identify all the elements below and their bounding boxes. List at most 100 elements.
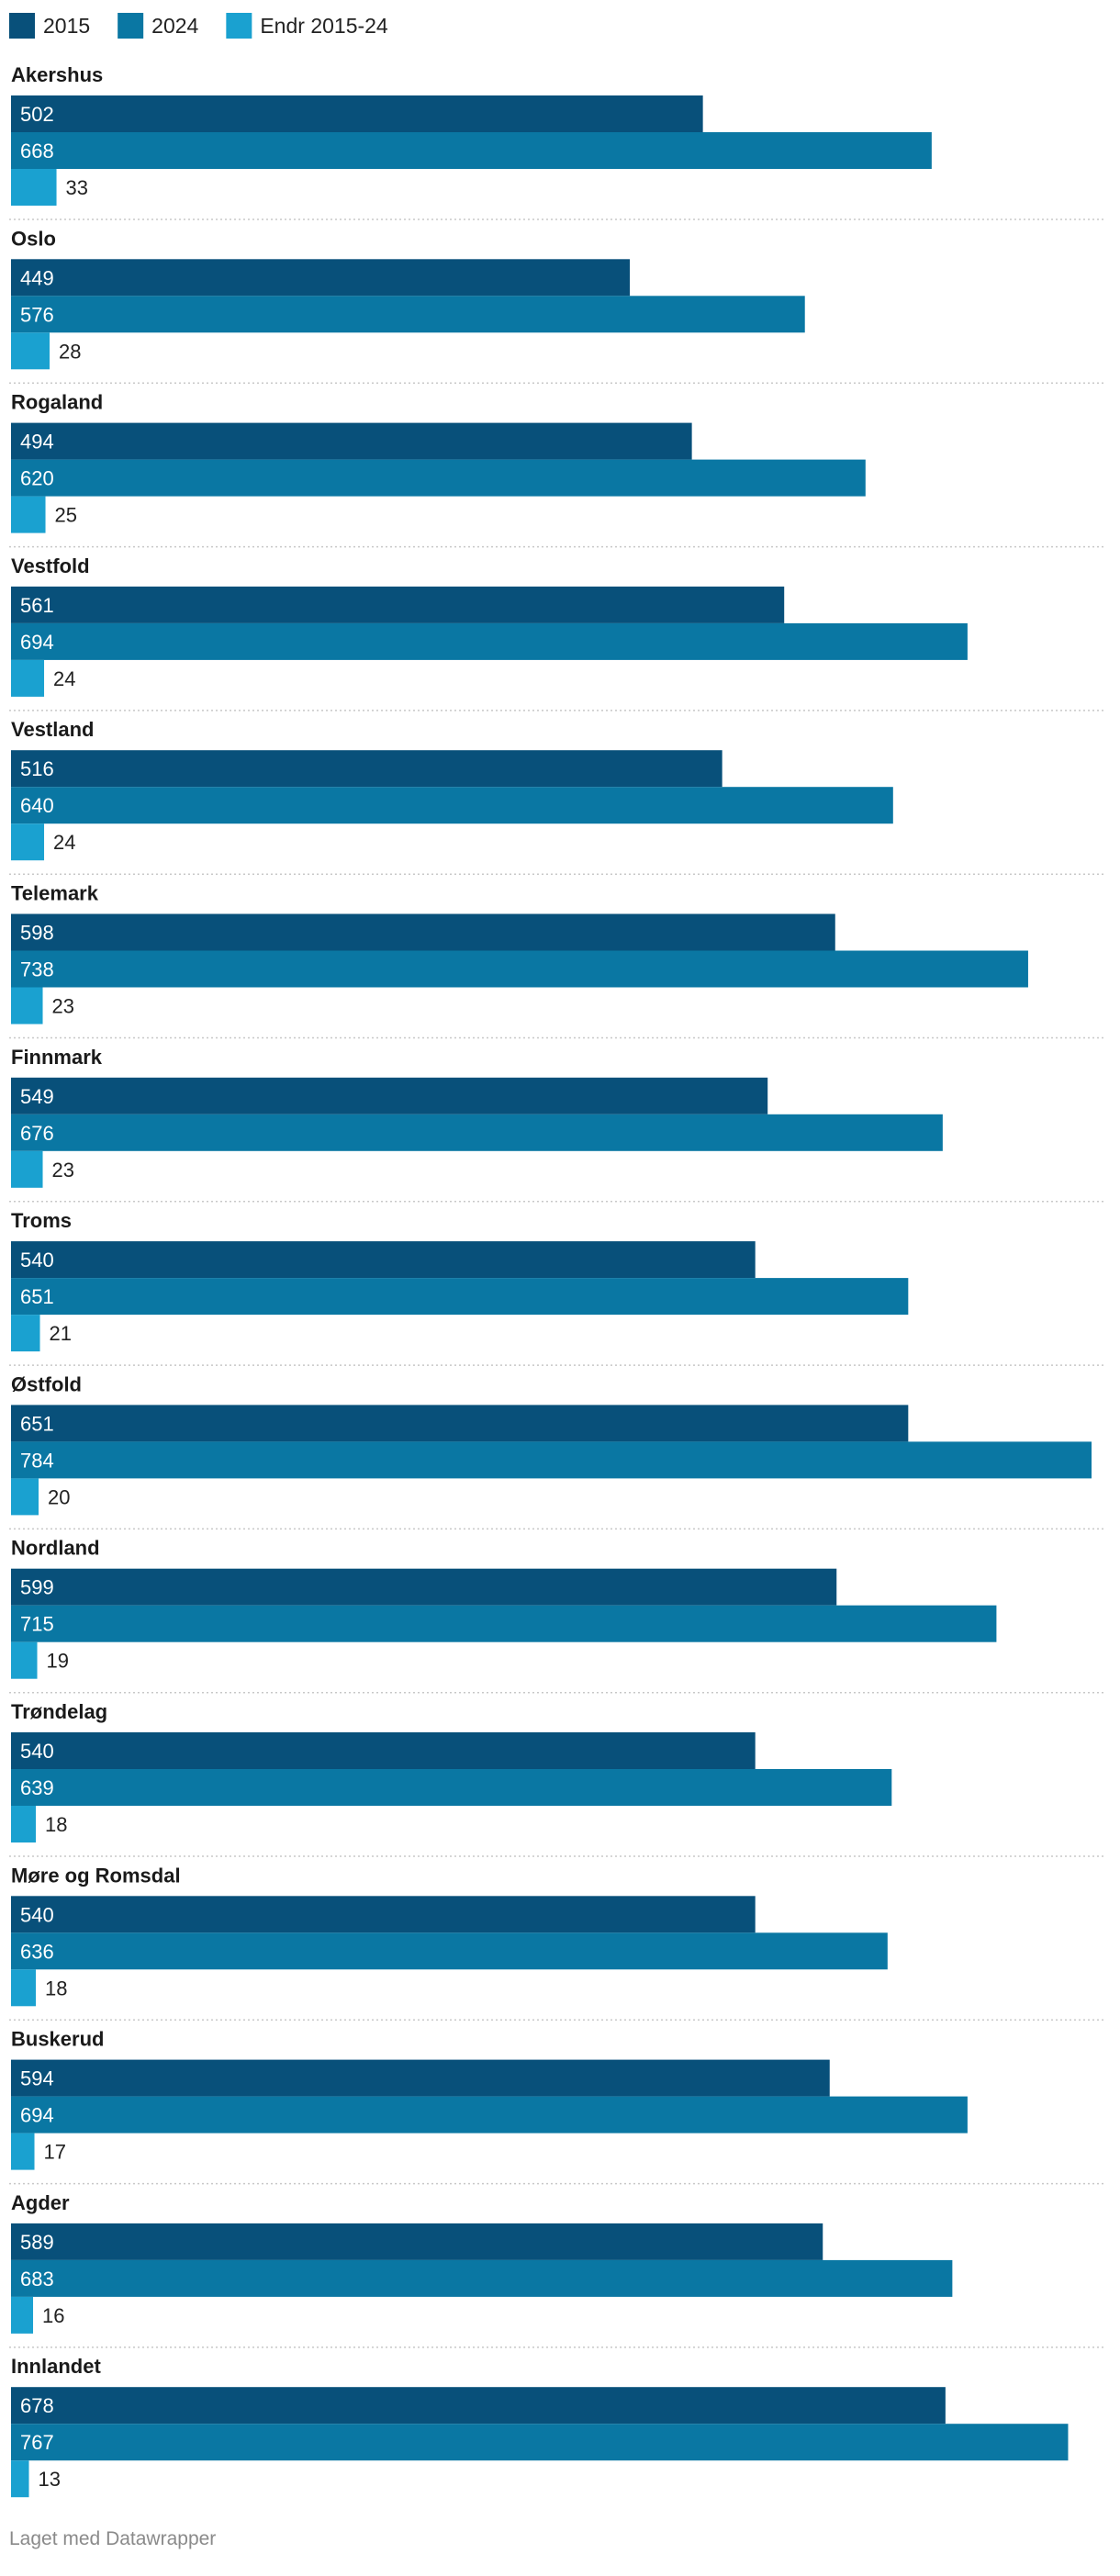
bar-rogaland-endr-2015-24 [11, 496, 46, 533]
data-label-trondelag-2024: 639 [20, 1776, 54, 1799]
bar-agder-endr-2015-24 [11, 2296, 34, 2334]
data-label-vestfold-2015: 561 [20, 594, 54, 617]
legend-swatch-2015 [9, 13, 35, 39]
bar-vestfold-2015 [11, 586, 785, 623]
data-label-agder-endr-2015-24: 16 [42, 2304, 64, 2327]
category-label-agder: Agder [11, 2191, 70, 2214]
footer-credit[interactable]: Laget med Datawrapper [9, 2528, 216, 2549]
bar-trondelag-endr-2015-24 [11, 1806, 37, 1842]
category-label-trondelag: Trøndelag [11, 1700, 107, 1723]
bar-buskerud-2024 [11, 2096, 968, 2134]
data-label-vestland-2015: 516 [20, 757, 54, 780]
bar-group-telemark: Telemark 598 738 23 [9, 882, 1103, 1039]
data-label-trondelag-endr-2015-24: 18 [45, 1813, 67, 1836]
data-label-oslo-2015: 449 [20, 266, 54, 289]
bar-finnmark-2015 [11, 1077, 768, 1114]
data-label-innlandet-2024: 767 [20, 2431, 54, 2454]
bar-finnmark-2024 [11, 1114, 943, 1151]
data-label-ostfold-2024: 784 [20, 1449, 54, 1472]
bar-vestland-2015 [11, 750, 722, 788]
bar-group-finnmark: Finnmark 549 676 23 [9, 1046, 1103, 1203]
data-label-more-og-romsdal-2015: 540 [20, 1903, 54, 1926]
bar-more-og-romsdal-endr-2015-24 [11, 1969, 37, 2007]
bar-ostfold-2024 [11, 1441, 1092, 1479]
bar-more-og-romsdal-2024 [11, 1932, 888, 1970]
bar-akershus-endr-2015-24 [11, 169, 57, 206]
data-label-vestfold-endr-2015-24: 24 [53, 667, 75, 690]
bar-innlandet-endr-2015-24 [11, 2460, 29, 2498]
bar-group-nordland: Nordland 599 715 19 [9, 1537, 1103, 1694]
data-label-more-og-romsdal-2024: 636 [20, 1940, 54, 1963]
bar-troms-2015 [11, 1241, 756, 1279]
bar-ostfold-2015 [11, 1405, 909, 1442]
bar-oslo-endr-2015-24 [11, 332, 50, 370]
bar-troms-endr-2015-24 [11, 1315, 40, 1352]
bar-group-more-og-romsdal: Møre og Romsdal 540 636 18 [9, 1864, 1103, 2022]
data-label-nordland-2024: 715 [20, 1613, 54, 1636]
legend-item-endr-2015-24: Endr 2015-24 [226, 13, 388, 39]
category-label-nordland: Nordland [11, 1537, 100, 1560]
data-label-akershus-endr-2015-24: 33 [66, 176, 88, 199]
legend-label-endr-2015-24: Endr 2015-24 [260, 14, 388, 38]
bar-vestland-endr-2015-24 [11, 823, 45, 861]
legend-label-2024: 2024 [151, 14, 198, 38]
bar-group-ostfold: Østfold 651 784 20 [9, 1372, 1103, 1530]
bar-group-trondelag: Trøndelag 540 639 18 [9, 1700, 1103, 1857]
data-label-finnmark-endr-2015-24: 23 [52, 1159, 74, 1182]
legend-swatch-endr-2015-24 [226, 13, 252, 39]
data-label-troms-2024: 651 [20, 1285, 54, 1308]
bar-telemark-2024 [11, 950, 1028, 988]
bar-innlandet-2015 [11, 2387, 946, 2425]
category-label-vestland: Vestland [11, 718, 94, 741]
data-label-telemark-2015: 598 [20, 922, 54, 945]
bar-vestland-2024 [11, 787, 893, 824]
category-label-ostfold: Østfold [11, 1372, 82, 1395]
data-label-innlandet-2015: 678 [20, 2394, 54, 2417]
bar-group-agder: Agder 589 683 16 [9, 2191, 1103, 2348]
data-label-buskerud-endr-2015-24: 17 [44, 2141, 66, 2164]
data-label-rogaland-2024: 620 [20, 467, 54, 490]
category-label-rogaland: Rogaland [11, 391, 103, 414]
legend-item-2015: 2015 [9, 13, 90, 39]
data-label-telemark-endr-2015-24: 23 [52, 995, 74, 1018]
bar-oslo-2024 [11, 296, 805, 333]
bar-oslo-2015 [11, 259, 631, 297]
bar-telemark-2015 [11, 913, 835, 951]
data-label-rogaland-endr-2015-24: 25 [55, 504, 77, 527]
bar-buskerud-2015 [11, 2059, 830, 2097]
bar-akershus-2024 [11, 132, 932, 169]
data-label-telemark-2024: 738 [20, 958, 54, 981]
category-label-more-og-romsdal: Møre og Romsdal [11, 1864, 181, 1887]
bar-buskerud-endr-2015-24 [11, 2133, 35, 2170]
bar-finnmark-endr-2015-24 [11, 1150, 43, 1188]
category-label-troms: Troms [11, 1209, 72, 1232]
data-label-nordland-endr-2015-24: 19 [47, 1650, 69, 1673]
legend-label-2015: 2015 [43, 14, 90, 38]
bar-nordland-endr-2015-24 [11, 1641, 38, 1679]
legend-swatch-2024 [118, 13, 144, 39]
bar-ostfold-endr-2015-24 [11, 1478, 39, 1516]
category-label-telemark: Telemark [11, 882, 99, 905]
data-label-troms-2015: 540 [20, 1249, 54, 1271]
data-label-oslo-endr-2015-24: 28 [59, 340, 81, 363]
category-label-oslo: Oslo [11, 227, 56, 250]
bar-group-innlandet: Innlandet 678 767 13 [11, 2355, 1069, 2498]
bar-telemark-endr-2015-24 [11, 987, 43, 1025]
bar-trondelag-2024 [11, 1769, 892, 1806]
data-label-akershus-2015: 502 [20, 103, 54, 126]
bar-agder-2024 [11, 2259, 953, 2297]
bar-vestfold-endr-2015-24 [11, 659, 45, 697]
data-label-rogaland-2015: 494 [20, 431, 54, 454]
category-label-innlandet: Innlandet [11, 2355, 101, 2378]
category-label-vestfold: Vestfold [11, 554, 90, 577]
bar-agder-2015 [11, 2223, 823, 2260]
data-label-finnmark-2024: 676 [20, 1122, 54, 1145]
data-label-buskerud-2015: 594 [20, 2067, 54, 2090]
bar-rogaland-2015 [11, 422, 692, 460]
bar-akershus-2015 [11, 95, 703, 132]
bar-group-troms: Troms 540 651 21 [9, 1209, 1103, 1366]
bar-rogaland-2024 [11, 459, 866, 497]
category-label-finnmark: Finnmark [11, 1046, 103, 1069]
data-label-innlandet-endr-2015-24: 13 [39, 2468, 61, 2491]
